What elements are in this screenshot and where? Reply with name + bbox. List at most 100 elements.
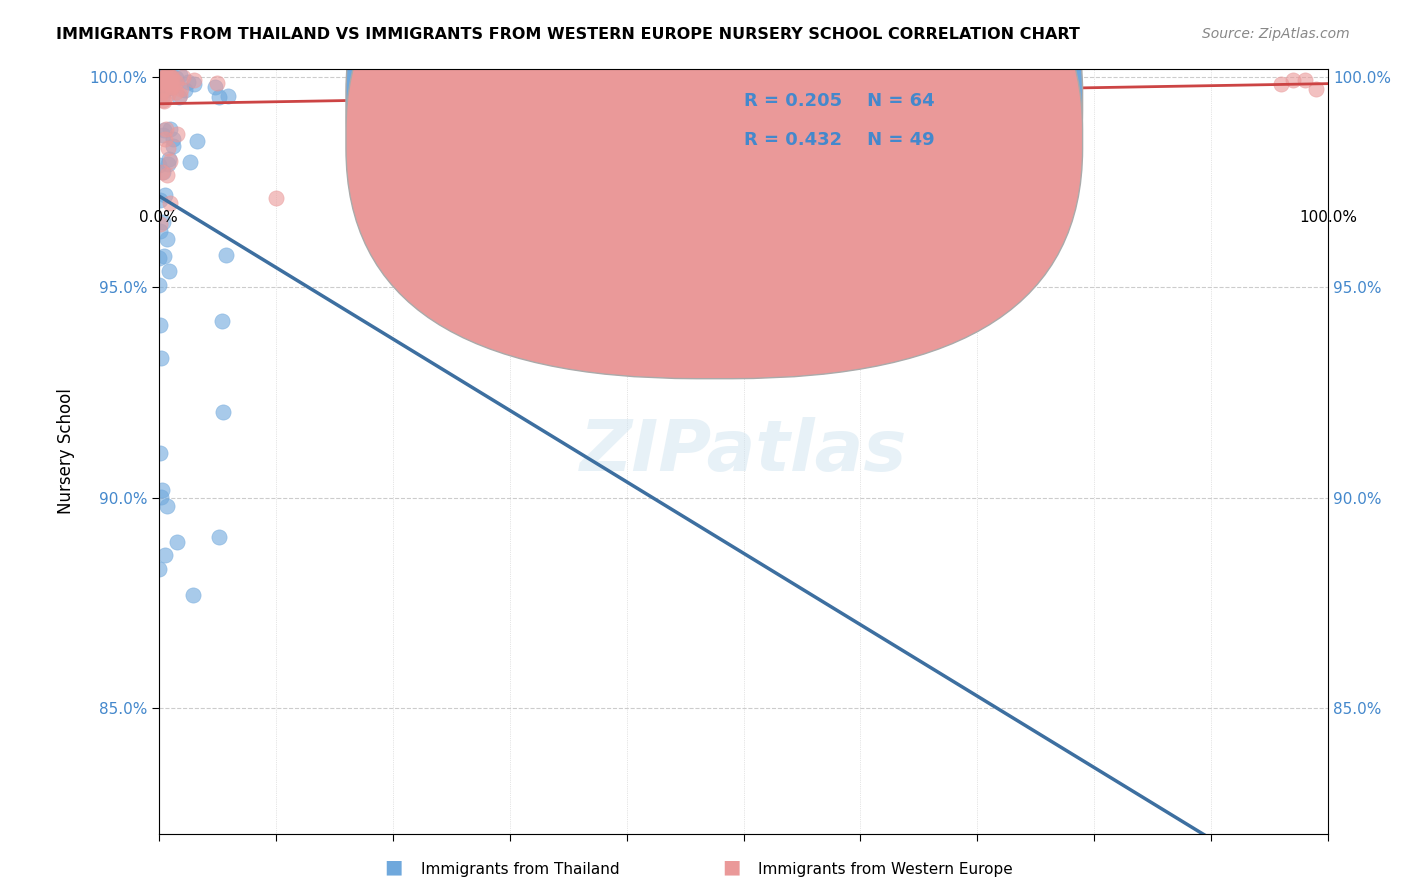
- Point: [160, 72, 183, 87]
- Point: [150, 490, 173, 504]
- Text: R = 0.205    N = 64: R = 0.205 N = 64: [744, 93, 934, 111]
- Point: [157, 80, 180, 95]
- Point: [177, 75, 200, 89]
- Point: [155, 548, 177, 562]
- FancyBboxPatch shape: [346, 0, 1083, 379]
- Point: [211, 314, 233, 328]
- Point: [156, 232, 179, 246]
- Text: R = 0.432    N = 49: R = 0.432 N = 49: [744, 131, 934, 149]
- Point: [155, 70, 177, 84]
- Point: [149, 71, 172, 86]
- Point: [1270, 77, 1292, 91]
- Point: [183, 78, 205, 92]
- Text: Immigrants from Western Europe: Immigrants from Western Europe: [758, 863, 1014, 877]
- Point: [149, 351, 172, 366]
- Point: [152, 94, 174, 108]
- Point: [156, 500, 179, 514]
- Point: [208, 90, 231, 104]
- Point: [153, 69, 176, 83]
- Y-axis label: Nursery School: Nursery School: [58, 389, 75, 515]
- Point: [165, 71, 187, 86]
- Point: [159, 196, 181, 211]
- Point: [152, 74, 174, 88]
- Point: [152, 164, 174, 178]
- Point: [152, 95, 174, 109]
- Point: [174, 83, 197, 97]
- Point: [1282, 72, 1305, 87]
- Point: [215, 248, 238, 262]
- Point: [159, 122, 181, 136]
- Point: [159, 154, 181, 169]
- Text: IMMIGRANTS FROM THAILAND VS IMMIGRANTS FROM WESTERN EUROPE NURSERY SCHOOL CORREL: IMMIGRANTS FROM THAILAND VS IMMIGRANTS F…: [56, 27, 1080, 42]
- Point: [217, 89, 239, 103]
- Text: ZIPatlas: ZIPatlas: [579, 417, 907, 486]
- Point: [264, 191, 287, 205]
- Text: 100.0%: 100.0%: [1299, 211, 1357, 225]
- Point: [204, 80, 226, 95]
- Point: [152, 214, 174, 228]
- Point: [153, 71, 176, 86]
- Point: [149, 217, 172, 231]
- Point: [1305, 82, 1327, 96]
- Text: Source: ZipAtlas.com: Source: ZipAtlas.com: [1202, 27, 1350, 41]
- Point: [149, 82, 172, 96]
- Point: [156, 156, 179, 170]
- Point: [162, 78, 184, 93]
- Point: [152, 83, 174, 97]
- Point: [166, 534, 188, 549]
- Point: [169, 87, 191, 102]
- Point: [153, 76, 176, 90]
- Point: [157, 264, 180, 278]
- Point: [153, 83, 176, 97]
- Point: [207, 530, 229, 544]
- Point: [186, 134, 208, 148]
- Point: [149, 69, 172, 83]
- Point: [156, 87, 179, 102]
- Point: [155, 82, 177, 96]
- Point: [148, 278, 170, 293]
- Point: [169, 90, 191, 104]
- Point: [148, 69, 170, 83]
- FancyBboxPatch shape: [673, 76, 955, 168]
- Point: [148, 77, 170, 91]
- Point: [181, 588, 204, 602]
- Point: [155, 78, 177, 92]
- Point: [162, 131, 184, 145]
- Point: [153, 69, 176, 83]
- Point: [153, 132, 176, 146]
- Point: [149, 193, 172, 207]
- Point: [150, 164, 173, 178]
- Point: [207, 76, 229, 90]
- Point: [157, 76, 180, 90]
- FancyBboxPatch shape: [346, 0, 1083, 341]
- Text: Immigrants from Thailand: Immigrants from Thailand: [420, 863, 620, 877]
- Point: [149, 74, 172, 88]
- Point: [150, 82, 173, 96]
- Point: [160, 80, 183, 95]
- Point: [152, 71, 174, 86]
- Point: [155, 76, 177, 90]
- Point: [149, 89, 172, 103]
- Point: [166, 127, 188, 141]
- Point: [148, 252, 170, 266]
- Text: ■: ■: [721, 857, 741, 876]
- Point: [162, 138, 184, 153]
- Point: [165, 85, 187, 99]
- Text: 0.0%: 0.0%: [139, 211, 179, 225]
- Point: [148, 75, 170, 89]
- Point: [157, 152, 180, 166]
- Point: [149, 318, 172, 332]
- Point: [172, 70, 194, 84]
- Point: [159, 76, 181, 90]
- Point: [1294, 73, 1316, 87]
- Point: [1025, 78, 1047, 93]
- Point: [152, 249, 174, 263]
- Point: [160, 70, 183, 85]
- Point: [150, 483, 173, 497]
- Point: [212, 405, 235, 419]
- Point: [1025, 79, 1047, 94]
- Point: [183, 72, 205, 87]
- Point: [153, 187, 176, 202]
- Point: [149, 69, 172, 83]
- Point: [150, 90, 173, 104]
